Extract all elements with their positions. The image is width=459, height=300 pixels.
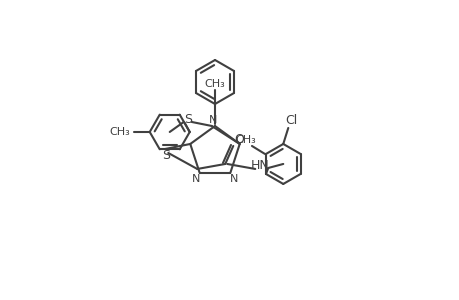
Text: CH₃: CH₃: [204, 79, 225, 89]
Text: N: N: [208, 115, 217, 125]
Text: S: S: [162, 149, 170, 163]
Text: CH₃: CH₃: [235, 135, 256, 145]
Text: Cl: Cl: [285, 115, 297, 128]
Text: CH₃: CH₃: [109, 127, 130, 137]
Text: HN: HN: [250, 160, 269, 172]
Text: O: O: [234, 134, 244, 146]
Text: S: S: [183, 113, 191, 127]
Text: N: N: [230, 174, 238, 184]
Text: N: N: [191, 174, 200, 184]
